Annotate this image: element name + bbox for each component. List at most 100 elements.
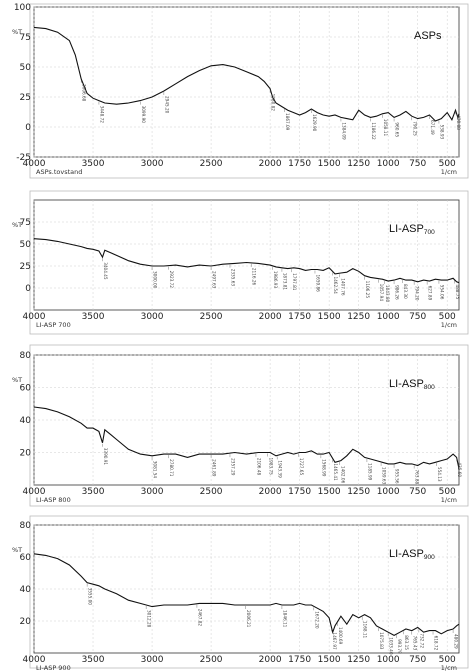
peak-label: 1983.75	[268, 458, 273, 476]
spectrum-line	[33, 406, 460, 469]
x-tick-label: 2000	[259, 159, 282, 169]
x-tick-label: 2000	[259, 487, 282, 497]
y-tick-label: 75	[20, 33, 31, 43]
peak-label: 554.06	[439, 285, 444, 300]
x-tick-label: 1500	[318, 312, 341, 322]
peak-label: 2945.20	[164, 96, 169, 114]
peak-label: 435.60	[457, 462, 462, 477]
y-tick-label: 60	[20, 384, 32, 394]
peak-label: 1400.69	[338, 627, 343, 645]
peak-label: 1629.90	[312, 114, 317, 132]
panel-frame	[29, 515, 469, 669]
x-tick-label: 4000	[23, 312, 46, 322]
x-tick-label: 500	[439, 312, 456, 322]
peak-label: 1043.80	[385, 285, 390, 303]
peak-label: 430.88	[456, 115, 461, 130]
peak-label: 1407.76	[340, 278, 345, 296]
x-tick-label: 3000	[141, 159, 164, 169]
peak-label: 1797.81	[292, 273, 297, 291]
peak-label: 1462.54	[333, 276, 338, 294]
peak-label: 1186.22	[371, 122, 376, 140]
peak-label: 627.89	[428, 286, 433, 301]
peak-label: 1846.11	[282, 610, 287, 628]
peak-label: 2497.63	[212, 271, 217, 289]
sample-file-label: LI-ASP 900	[36, 664, 71, 671]
peak-label: 732.72	[419, 633, 424, 648]
peak-label: 1106.25	[365, 281, 370, 299]
y-tick-label: 0	[25, 123, 31, 133]
spectrum-panel-4: 20 40 60 80 4000 3500 3000 2500 2000 1750 1500 1250…	[12, 515, 469, 671]
peak-label: 1057.94	[379, 284, 384, 302]
peak-label: 3404.45	[103, 262, 108, 280]
x-tick-label: 1500	[318, 159, 341, 169]
x-tick-label: 1000	[377, 312, 400, 322]
spectrum-line	[33, 26, 460, 122]
panel-title: LI-ASP900	[389, 548, 435, 561]
peak-label: 1980.82	[271, 94, 276, 112]
peak-label: 2006.21	[246, 610, 251, 628]
x-tick-label: 3000	[141, 655, 164, 665]
peak-label: 2106.48	[256, 458, 261, 476]
panel-frame	[29, 344, 469, 507]
x-tick-label: 2000	[259, 312, 282, 322]
y-axis-label: %T	[12, 28, 22, 36]
peak-label: 1402.06	[340, 466, 345, 484]
x-tick-label: 1000	[377, 655, 400, 665]
y-tick-label: 50	[20, 240, 32, 250]
x-tick-label: 750	[409, 159, 426, 169]
x-axis-unit: 1/cm	[441, 664, 457, 671]
peak-label: 2357.29	[230, 458, 235, 476]
x-tick-label: 750	[409, 487, 426, 497]
x-tick-label: 500	[439, 655, 456, 665]
x-tick-label: 3500	[82, 655, 105, 665]
peak-label: 1185.99	[367, 463, 372, 481]
sample-file-label: LI-ASP 800	[36, 496, 71, 504]
peak-label: 3555.00	[88, 588, 93, 606]
y-tick-label: 75	[20, 218, 31, 228]
peak-label: 2467.82	[197, 609, 202, 627]
x-tick-label: 1500	[318, 487, 341, 497]
x-tick-label: 1750	[288, 159, 311, 169]
x-tick-label: 1250	[347, 159, 370, 169]
peak-label: 2780.71	[169, 459, 174, 477]
peak-label: 3012.28	[147, 610, 152, 628]
y-tick-label: 0	[25, 284, 31, 294]
x-tick-label: 500	[439, 487, 456, 497]
y-tick-label: 80	[20, 351, 32, 361]
peak-label: 2116.26	[252, 268, 257, 286]
peak-label: 1867.09	[285, 113, 290, 131]
y-tick-label: 25	[20, 262, 31, 272]
x-tick-label: 3000	[141, 312, 164, 322]
x-tick-label: 1750	[288, 655, 311, 665]
y-tick-label: 40	[20, 585, 32, 595]
x-tick-label: 1500	[318, 655, 341, 665]
panel-title: LI-ASP700	[389, 223, 435, 236]
x-tick-label: 1250	[347, 487, 370, 497]
x-tick-label: 2500	[200, 312, 223, 322]
x-tick-label: 1750	[288, 312, 311, 322]
x-tick-label: 4000	[23, 159, 46, 169]
peak-label: 993.79	[397, 639, 402, 654]
sample-file-label: ASPs.tovstand	[36, 168, 82, 176]
peak-label: 3448.72	[99, 106, 104, 124]
y-axis-label: %T	[12, 221, 22, 229]
peak-label: 1168.11	[363, 621, 368, 639]
spectrum-panel-3: 20 40 60 80 4000 3500 3000 2500 2000 1750 1500 1250…	[12, 344, 469, 507]
peak-label: 794.20	[415, 286, 420, 301]
peak-label: 2923.72	[169, 271, 174, 289]
peak-label: 1033.40	[389, 637, 394, 655]
peak-label: 960.65	[395, 122, 400, 137]
x-tick-label: 750	[409, 655, 426, 665]
peak-label: 2461.89	[212, 459, 217, 477]
y-tick-label: 100	[14, 3, 31, 13]
x-axis-unit: 1/cm	[441, 321, 457, 329]
peak-label: 488.75	[455, 284, 460, 299]
x-tick-label: 1750	[288, 487, 311, 497]
peak-label: 480.29	[454, 634, 459, 649]
peak-label: 618.72	[434, 636, 439, 651]
x-tick-label: 3500	[82, 487, 105, 497]
peak-label: 2335.63	[230, 269, 235, 287]
y-axis-label: %T	[12, 546, 22, 554]
y-tick-label: 25	[20, 93, 31, 103]
peak-label: 3606.68	[82, 84, 87, 102]
